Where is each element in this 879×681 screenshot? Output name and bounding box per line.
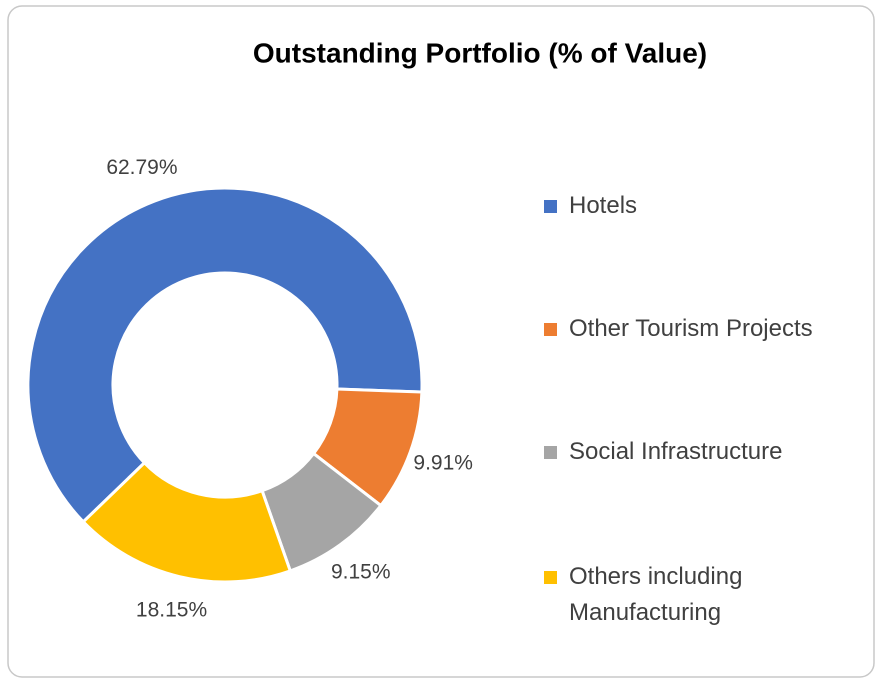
legend-swatch (544, 323, 557, 336)
donut-segment (81, 460, 293, 584)
legend-swatch (544, 446, 557, 459)
data-label: 9.15% (331, 561, 391, 584)
legend-item: Other Tourism Projects (544, 311, 859, 347)
donut-segment (26, 186, 424, 524)
legend-label: Social Infrastructure (569, 438, 783, 465)
data-label: 9.91% (413, 451, 473, 474)
legend-item: Others including Manufacturing (544, 559, 859, 631)
data-label: 62.79% (106, 156, 177, 179)
legend-item: Hotels (544, 188, 859, 224)
legend-swatch (544, 571, 557, 584)
legend-swatch (544, 200, 557, 213)
legend-label: Other Tourism Projects (569, 315, 813, 342)
data-label: 18.15% (136, 598, 207, 621)
legend-label: Others including Manufacturing (569, 563, 743, 626)
legend-label: Hotels (569, 192, 638, 219)
legend-item: Social Infrastructure (544, 434, 859, 470)
chart-title: Outstanding Portfolio (% of Value) (253, 37, 707, 68)
